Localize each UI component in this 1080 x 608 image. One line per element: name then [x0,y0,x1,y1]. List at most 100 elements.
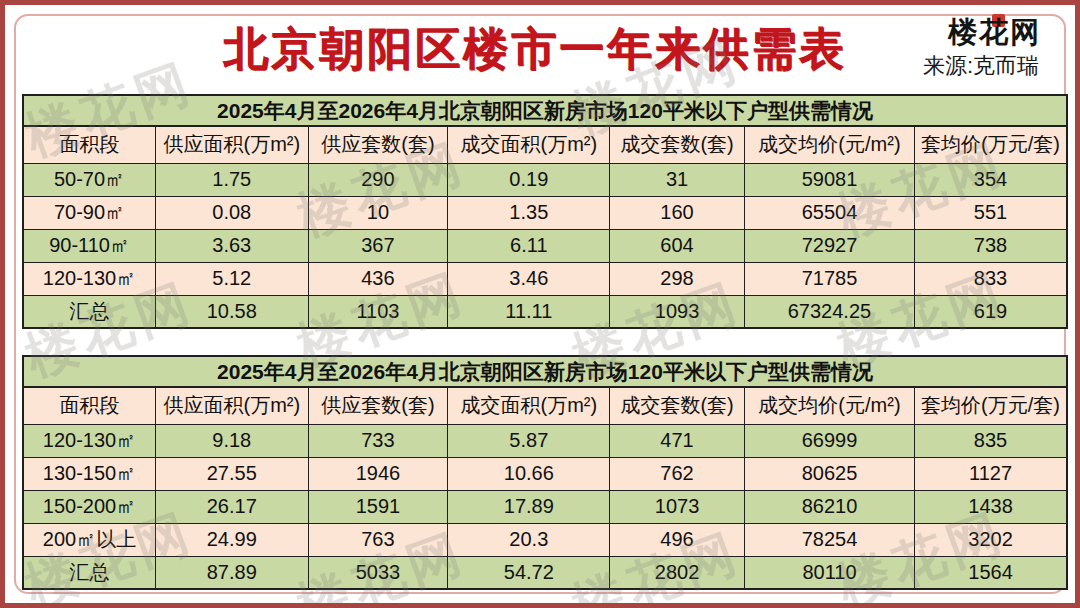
col-header-supply-area: 供应面积(万m²) [156,387,308,424]
cell: 1.75 [156,163,308,196]
table-caption: 2025年4月至2026年4月北京朝阳区新房市场120平米以下户型供需情况 [23,95,1067,126]
table-row: 120-130㎡ 5.12 436 3.46 298 71785 833 [23,262,1067,295]
cell: 835 [915,424,1067,457]
cell: 6.11 [448,229,610,262]
table-over-120: 2025年4月至2026年4月北京朝阳区新房市场120平米以下户型供需情况 面积… [22,355,1068,590]
cell: 71785 [744,262,914,295]
cell: 10.66 [448,457,610,490]
cell: 78254 [744,523,914,556]
row-label: 50-70㎡ [23,163,156,196]
cell: 1.35 [448,196,610,229]
cell: 59081 [744,163,914,196]
col-header-supply-units: 供应套数(套) [308,126,448,163]
cell: 11.11 [448,295,610,328]
cell: 31 [610,163,745,196]
table-caption-row: 2025年4月至2026年4月北京朝阳区新房市场120平米以下户型供需情况 [23,95,1067,126]
table-row: 130-150㎡ 27.55 1946 10.66 762 80625 1127 [23,457,1067,490]
table-total-row: 汇总 87.89 5033 54.72 2802 80110 1564 [23,556,1067,589]
cell: 3.63 [156,229,308,262]
cell: 67324.25 [744,295,914,328]
cell: 20.3 [448,523,610,556]
col-header-unit-price: 套均价(万元/套) [915,126,1067,163]
cell: 17.89 [448,490,610,523]
row-label: 130-150㎡ [23,457,156,490]
cell: 5.12 [156,262,308,295]
cell: 354 [915,163,1067,196]
cell: 3.46 [448,262,610,295]
cell: 2802 [610,556,745,589]
cell: 87.89 [156,556,308,589]
page-title: 北京朝阳区楼市一年来供需表 [5,19,1065,79]
cell: 86210 [744,490,914,523]
brand-logo-text: 楼花网 [948,15,1041,49]
col-header-sold-area: 成交面积(万m²) [448,126,610,163]
cell: 5.87 [448,424,610,457]
cell: 3202 [915,523,1067,556]
table-row: 70-90㎡ 0.08 10 1.35 160 65504 551 [23,196,1067,229]
col-header-avg-price: 成交均价(元/m²) [744,126,914,163]
cell: 1564 [915,556,1067,589]
col-header-avg-price: 成交均价(元/m²) [744,387,914,424]
col-header-area-range: 面积段 [23,387,156,424]
cell: 496 [610,523,745,556]
cell: 762 [610,457,745,490]
cell: 160 [610,196,745,229]
cell: 471 [610,424,745,457]
table-row: 50-70㎡ 1.75 290 0.19 31 59081 354 [23,163,1067,196]
brand-logo: 楼花网 [948,13,1041,53]
col-header-sold-units: 成交套数(套) [610,387,745,424]
infographic-poster: 北京朝阳区楼市一年来供需表 楼花网 来源:克而瑞 2025年4月至2026年4月… [0,0,1080,608]
cell: 290 [308,163,448,196]
cell: 733 [308,424,448,457]
cell: 1103 [308,295,448,328]
cell: 1438 [915,490,1067,523]
cell: 66999 [744,424,914,457]
cell: 9.18 [156,424,308,457]
cell: 367 [308,229,448,262]
row-label: 120-130㎡ [23,424,156,457]
column-header-row: 面积段 供应面积(万m²) 供应套数(套) 成交面积(万m²) 成交套数(套) … [23,126,1067,163]
column-header-row: 面积段 供应面积(万m²) 供应套数(套) 成交面积(万m²) 成交套数(套) … [23,387,1067,424]
cell: 1073 [610,490,745,523]
row-label: 汇总 [23,556,156,589]
col-header-sold-units: 成交套数(套) [610,126,745,163]
cell: 763 [308,523,448,556]
row-label: 90-110㎡ [23,229,156,262]
row-label: 汇总 [23,295,156,328]
cell: 10 [308,196,448,229]
cell: 298 [610,262,745,295]
cell: 1127 [915,457,1067,490]
cell: 604 [610,229,745,262]
cell: 80110 [744,556,914,589]
row-label: 120-130㎡ [23,262,156,295]
col-header-area-range: 面积段 [23,126,156,163]
cell: 5033 [308,556,448,589]
table-row: 90-110㎡ 3.63 367 6.11 604 72927 738 [23,229,1067,262]
row-label: 70-90㎡ [23,196,156,229]
cell: 833 [915,262,1067,295]
cell: 436 [308,262,448,295]
cell: 1946 [308,457,448,490]
row-label: 200㎡以上 [23,523,156,556]
table-row: 200㎡以上 24.99 763 20.3 496 78254 3202 [23,523,1067,556]
cell: 24.99 [156,523,308,556]
col-header-supply-area: 供应面积(万m²) [156,126,308,163]
cell: 80625 [744,457,914,490]
col-header-supply-units: 供应套数(套) [308,387,448,424]
table-total-row: 汇总 10.58 1103 11.11 1093 67324.25 619 [23,295,1067,328]
table-caption-row: 2025年4月至2026年4月北京朝阳区新房市场120平米以下户型供需情况 [23,356,1067,387]
cell: 619 [915,295,1067,328]
cell: 65504 [744,196,914,229]
row-label: 150-200㎡ [23,490,156,523]
cell: 72927 [744,229,914,262]
cell: 0.19 [448,163,610,196]
cell: 26.17 [156,490,308,523]
cell: 1093 [610,295,745,328]
cell: 10.58 [156,295,308,328]
table-under-120: 2025年4月至2026年4月北京朝阳区新房市场120平米以下户型供需情况 面积… [22,94,1068,329]
cell: 738 [915,229,1067,262]
col-header-unit-price: 套均价(万元/套) [915,387,1067,424]
cell: 27.55 [156,457,308,490]
cell: 0.08 [156,196,308,229]
cell: 54.72 [448,556,610,589]
